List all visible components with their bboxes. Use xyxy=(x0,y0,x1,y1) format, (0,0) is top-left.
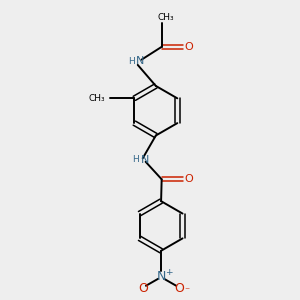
Text: O: O xyxy=(174,282,184,295)
Text: O: O xyxy=(185,174,194,184)
Text: CH₃: CH₃ xyxy=(157,13,174,22)
Text: N: N xyxy=(156,270,166,283)
Text: CH₃: CH₃ xyxy=(88,94,105,103)
Text: H: H xyxy=(133,155,140,164)
Text: H: H xyxy=(128,57,135,66)
Text: ⁻: ⁻ xyxy=(185,286,190,297)
Text: N: N xyxy=(136,56,144,66)
Text: N: N xyxy=(141,155,149,165)
Text: O: O xyxy=(138,282,148,295)
Text: O: O xyxy=(185,42,194,52)
Text: +: + xyxy=(166,268,173,277)
